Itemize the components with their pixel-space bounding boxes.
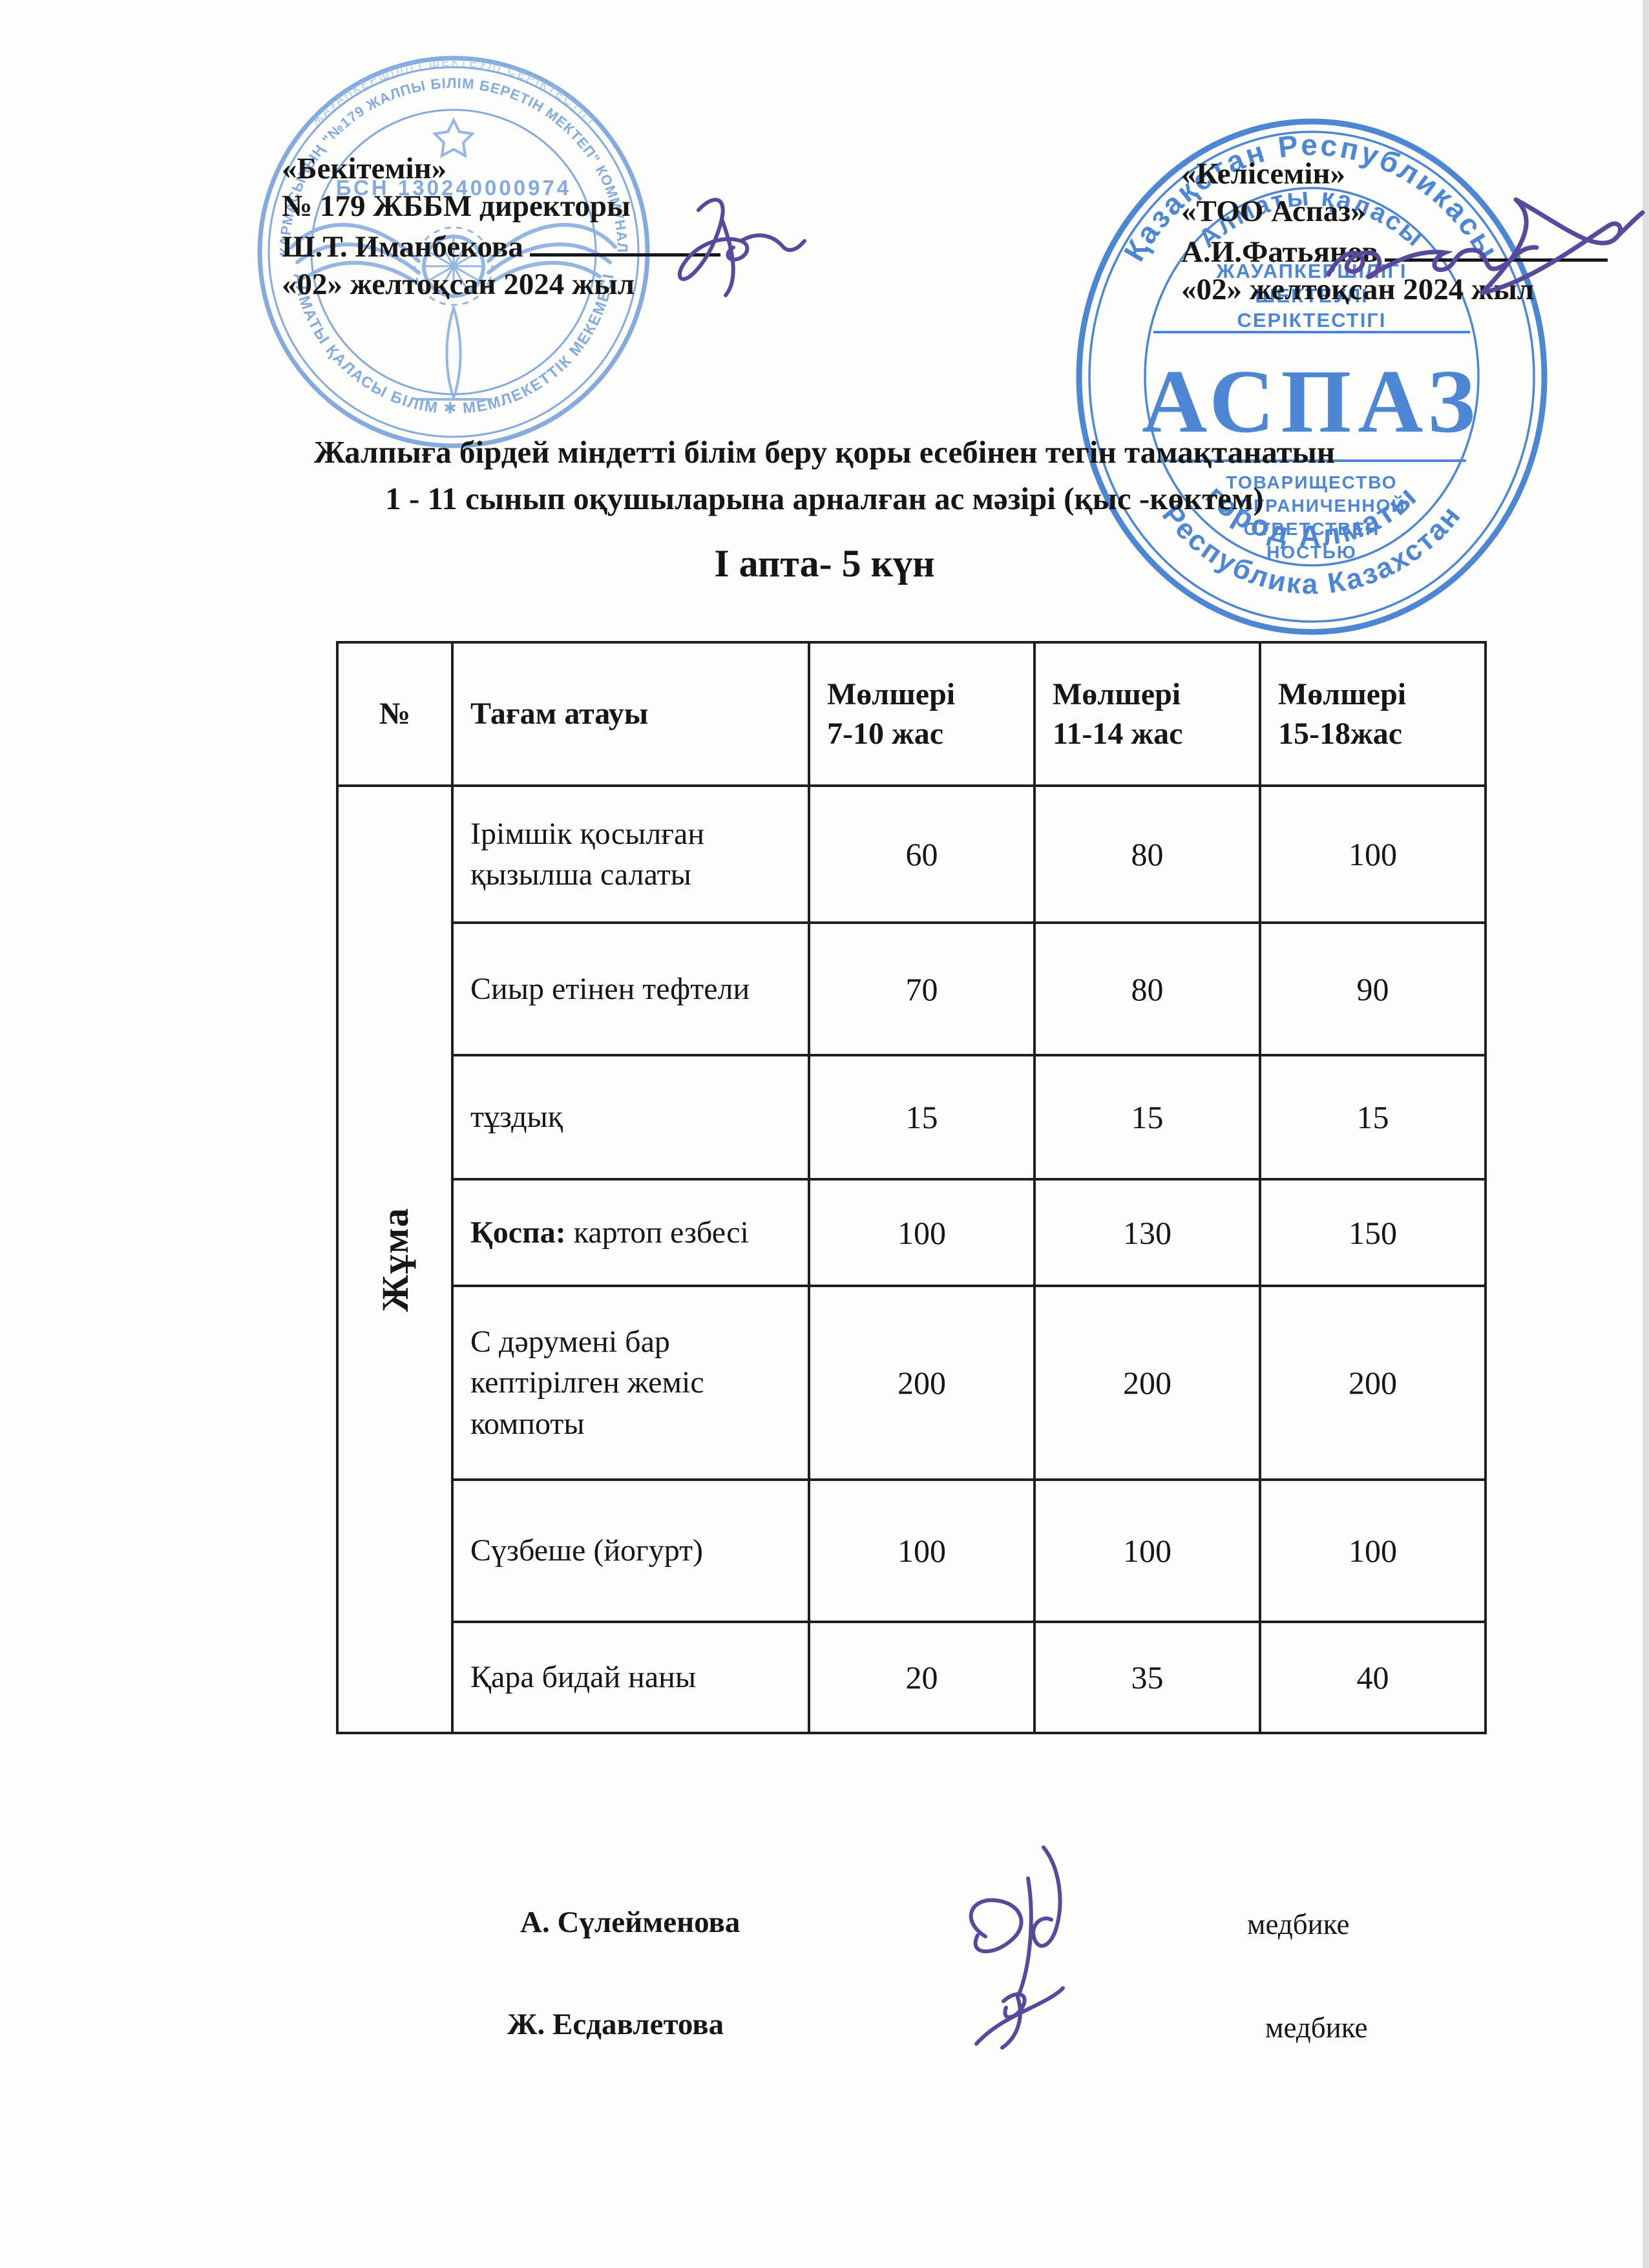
portion-cell: 60 [808,784,1036,924]
portion-cell: 80 [1033,784,1261,924]
header-portion-age: 7-10 жас [827,717,944,751]
portion-cell: 130 [1033,1178,1261,1287]
stamp-mid-ring [268,66,640,438]
stamp-inner-ellipse [1144,187,1480,567]
approval-left-block: «Бекітемін» № 179 ЖББМ директоры Ш.Т. Им… [282,150,720,303]
portion-cell: 150 [1259,1178,1487,1287]
portion-cell: 70 [808,921,1036,1056]
approval-left-title: «Бекітемін» [282,152,447,185]
signature-line [1384,230,1608,262]
scan-edge-artifact [1643,0,1649,2268]
portion-cell: 20 [808,1621,1036,1734]
approval-left-date: «02» желтоқсан 2024 жыл [282,268,635,301]
dish-cell: Сиыр етінен тефтели [451,921,810,1056]
dish-text: С дәрумені бар кептірілген жеміс компоты [470,1324,704,1441]
header-portion-7-10: Мөлшері 7-10 жас [808,641,1036,787]
portion-cell: 90 [1259,921,1487,1056]
title-line-2: 1 - 11 сынып оқушыларына арналған ас мәз… [385,481,1264,516]
table-row: тұздық 15 15 15 [337,1054,1487,1181]
stamp-outer-ellipse [1076,118,1548,635]
dish-bold: Қоспа: [470,1215,566,1250]
portion-cell: 100 [1259,784,1487,924]
approval-left-name-line: Ш.Т. Иманбекова [282,225,720,266]
school-round-stamp: ЖАУАПКЕРШІЛІГІ ШЕКТЕУЛІ СЕРІКТЕСТІГІ БАС… [251,49,650,448]
table-row: Жұма Ірімшік қосылған қызылша салаты 60 … [336,784,1487,1734]
portion-cell: 35 [1033,1621,1261,1734]
table-row: Қара бидай наны 20 35 40 [337,1621,1487,1734]
stamp-bsn-text: БСН 130240000974 [336,176,571,200]
approval-left-director: № 179 ЖББМ директоры [282,189,631,223]
dish-text: Сиыр етінен тефтели [470,971,750,1006]
header-portion-age: 15-18жас [1278,717,1403,751]
portion-cell: 200 [1259,1285,1487,1481]
signatory-role: медбике [1247,1908,1350,1940]
header-dish: Тағам атауы [451,641,810,787]
table-row: Қоспа: картоп езбесі 100 130 150 [337,1178,1487,1287]
stamp-inner-bottom-line: ТОВАРИЩЕСТВО [1226,472,1397,492]
director-signature [677,198,806,297]
dish-text: Сүзбеше (йогурт) [470,1533,704,1568]
portion-cell: 15 [1259,1054,1487,1181]
table-row: С дәрумені бар кептірілген жеміс компоты… [337,1285,1487,1481]
header-portion-11-14: Мөлшері 11-14 жас [1033,641,1261,787]
header-portion-15-18: Мөлшері 15-18жас [1259,641,1487,787]
title-line-1: Жалпыға бірдей міндетті білім беру қоры … [313,434,1336,470]
portion-cell: 100 [1033,1478,1261,1623]
portion-cell: 15 [808,1054,1036,1181]
stamp-inner-bottom-line: ОТВЕТСТВЕН [1244,519,1380,539]
dish-text: тұздық [470,1100,563,1135]
dish-cell: тұздық [451,1054,810,1181]
signatory-name: А. Сүлейменова [520,1906,740,1939]
stamp-outer-ring [257,56,650,448]
dish-cell: Ірімшік қосылған қызылша салаты [451,784,810,924]
header-number: № [336,641,454,787]
stamp-mid-ellipse [1088,131,1535,623]
table-row: Сиыр етінен тефтели 70 80 90 [337,921,1487,1056]
portion-cell: 100 [808,1478,1036,1623]
day-label: Жұма [373,1206,416,1312]
approval-left-name: Ш.Т. Иманбекова [282,230,523,264]
approval-right-date: «02» желтоқсан 2024 жыл [1181,273,1535,306]
stamp-inner-top-line: СЕРІКТЕСТІГІ [1237,309,1386,331]
portion-cell: 40 [1259,1621,1487,1734]
header-portion-age: 11-14 жас [1053,717,1183,751]
dish-cell: Қоспа: картоп езбесі [451,1178,810,1287]
header-portion-label: Мөлшері [1278,677,1407,711]
approval-right-company: «ТОО Аспаз» [1181,194,1366,228]
nurse-signatures [969,1845,1065,2050]
dish-text: Ірімшік қосылған қызылша салаты [470,816,705,892]
header-portion-label: Мөлшері [1053,677,1181,711]
portion-cell: 15 [1033,1054,1261,1181]
dish-cell: Қара бидай наны [451,1621,810,1734]
menu-table: № Тағам атауы Мөлшері 7-10 жас Мөлшері 1… [336,641,1487,1734]
day-cell: Жұма [336,784,454,1734]
aspaz-oval-stamp: Қазақстан Республикасы Алматы қаласы ЖАУ… [1076,118,1548,635]
portion-cell: 200 [808,1285,1036,1481]
portion-cell: 200 [1033,1285,1261,1481]
approval-right-title: «Келісемін» [1181,157,1346,191]
stamp-company-name: АСПАЗ [1142,352,1482,452]
signature-line [529,225,720,257]
stamp-inner-bottom-line: НОСТЬЮ [1266,542,1357,562]
signatory-role: медбике [1265,2011,1368,2044]
dish-text: Қара бидай наны [470,1660,697,1695]
week-subtitle: І апта- 5 күн [714,542,935,585]
stamp-inner-bottom-line: С ОГРАНИЧЕННОЙ [1217,495,1405,516]
table-header-row: № Тағам атауы Мөлшері 7-10 жас Мөлшері 1… [336,641,1487,787]
portion-cell: 80 [1033,921,1261,1056]
document-title: Жалпыға бірдей міндетті білім беру қоры … [0,429,1649,522]
portion-cell: 100 [1259,1478,1487,1623]
dish-cell: С дәрумені бар кептірілген жеміс компоты [451,1285,810,1481]
supplier-signature [1326,197,1645,295]
portion-cell: 100 [808,1178,1036,1287]
dish-text: картоп езбесі [565,1215,749,1250]
signatory-name: Ж. Есдавлетова [507,2008,724,2041]
table-row: Сүзбеше (йогурт) 100 100 100 [337,1478,1487,1623]
header-portion-label: Мөлшері [827,677,956,711]
dish-cell: Сүзбеше (йогурт) [451,1478,810,1623]
stamp-inner-top-line: ШЕКТЕУЛІ [1255,284,1369,307]
